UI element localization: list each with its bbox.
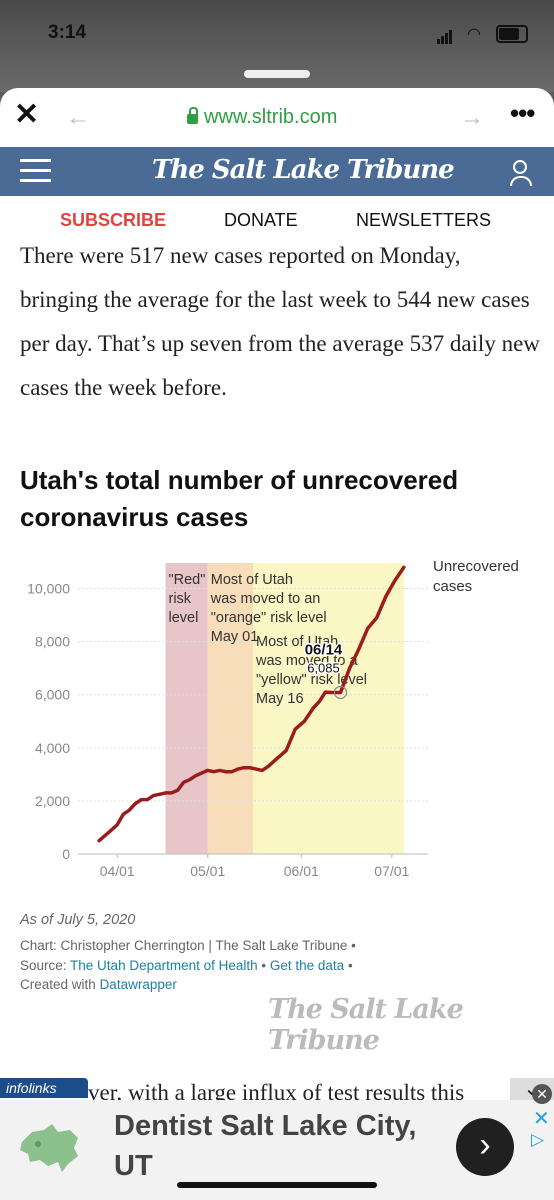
tooth-icon: [20, 1124, 78, 1172]
series-label: Unrecovered: [433, 558, 519, 575]
adchoices-icon[interactable]: ▷: [531, 1130, 545, 1149]
band-annotation-2: was moved to a: [255, 653, 358, 669]
x-tick-label: 05/01: [190, 863, 225, 879]
y-tick-label: 0: [62, 846, 70, 862]
highlight-marker: [333, 685, 348, 700]
signal-icon: [437, 26, 453, 44]
x-tick-label: 06/01: [284, 863, 319, 879]
article-paragraph: There were 517 new cases reported on Mon…: [20, 243, 540, 400]
wifi-icon: ◠: [467, 26, 481, 43]
url-text: www.sltrib.com: [204, 106, 338, 128]
lock-icon: [187, 107, 198, 124]
status-time: 3:14: [48, 22, 87, 43]
chart-source: Source: The Utah Department of Health • …: [20, 958, 353, 973]
more-icon[interactable]: •••: [510, 98, 535, 128]
close-icon[interactable]: ✕: [14, 98, 40, 131]
risk-band-0: [165, 563, 208, 854]
line-chart: 0 2,000 4,000 6,000 8,000 10,000 04/01 05/01 06/…: [27, 558, 519, 879]
band-annotation-1: Most of Utah: [211, 572, 293, 588]
band-annotation-1: was moved to an: [210, 591, 321, 607]
chart-title: Utah's total number of unrecovered coron…: [20, 465, 459, 532]
tribune-watermark: The Salt Lake Tribune: [268, 994, 464, 1056]
band-annotation-2: "yellow" risk level: [256, 672, 367, 688]
donate-link[interactable]: DONATE: [224, 210, 298, 230]
menu-icon[interactable]: [20, 159, 51, 189]
y-tick-label: 6,000: [35, 687, 70, 703]
band-annotation-1: "orange" risk level: [211, 610, 327, 626]
highlight-date: 06/14: [305, 641, 343, 658]
browser-sheet: ✕ ← www.sltrib.com → ••• The Salt Lake T…: [0, 88, 554, 1200]
home-indicator: [177, 1182, 377, 1188]
subscribe-link[interactable]: SUBSCRIBE: [60, 210, 167, 230]
y-tick-label: 10,000: [27, 581, 70, 597]
url-bar[interactable]: www.sltrib.com: [187, 106, 337, 129]
ad-close-icon[interactable]: ✕: [532, 1084, 552, 1104]
source-label: Source:: [20, 958, 67, 973]
band-annotation-0: level: [169, 610, 199, 626]
infolinks-badge[interactable]: infolinks: [0, 1078, 88, 1098]
x-tick-label: 04/01: [100, 863, 135, 879]
ad-text[interactable]: Dentist Salt Lake City, UT: [114, 1110, 417, 1182]
chart-credit: Chart: Christopher Cherrington | The Sal…: [20, 938, 356, 953]
band-annotation-0: "Red": [169, 572, 206, 588]
chevron-right-icon[interactable]: ›: [456, 1118, 514, 1176]
created-label: Created with: [20, 977, 96, 992]
forward-arrow-icon[interactable]: →: [460, 104, 484, 131]
y-tick-label: 8,000: [35, 634, 70, 650]
newsletters-link[interactable]: NEWSLETTERS: [356, 210, 492, 230]
highlight-value: 6,085: [307, 660, 340, 675]
band-annotation-1: May 01: [211, 629, 259, 645]
site-logo[interactable]: The Salt Lake Tribune: [152, 155, 455, 185]
band-annotation-2: May 16: [256, 691, 304, 707]
y-tick-label: 2,000: [35, 793, 70, 809]
get-data-link[interactable]: Get the data: [269, 958, 345, 973]
adchoices-close-icon[interactable]: ✕: [533, 1108, 550, 1130]
datawrapper-link[interactable]: Datawrapper: [99, 977, 177, 992]
y-tick-label: 4,000: [35, 740, 70, 756]
user-icon[interactable]: [510, 160, 532, 186]
x-tick-label: 07/01: [374, 863, 409, 879]
band-annotation-2: Most of Utah: [256, 634, 338, 650]
status-bar: 3:14 ◠: [0, 0, 554, 92]
back-arrow-icon[interactable]: ←: [66, 104, 90, 131]
series-line-unrecovered: [97, 565, 406, 843]
sheet-grabber[interactable]: [244, 70, 310, 78]
band-annotation-0: risk: [169, 591, 192, 607]
source-link[interactable]: The Utah Department of Health: [70, 958, 258, 973]
risk-band-1: [207, 563, 253, 854]
chart-created: Created with Datawrapper: [20, 977, 177, 992]
chart-asof: As of July 5, 2020: [20, 912, 136, 928]
site-header: The Salt Lake Tribune: [0, 147, 554, 196]
browser-toolbar: ✕ ← www.sltrib.com → •••: [0, 88, 554, 146]
battery-icon: [496, 25, 528, 43]
series-label-2: cases: [433, 578, 472, 595]
